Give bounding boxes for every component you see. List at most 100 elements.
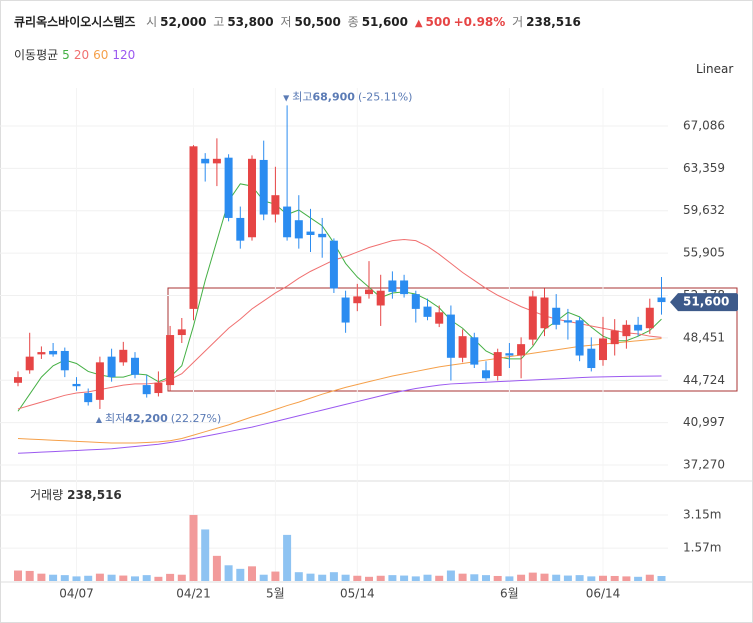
close: 51,600: [361, 15, 409, 29]
candle-body: [248, 158, 256, 238]
candle-body: [119, 349, 128, 363]
candle-body: [318, 233, 327, 238]
candle-body: [166, 335, 175, 386]
volume-label: 거: [512, 15, 524, 29]
header: 큐리옥스바이오시스템즈 시 52,000 고 53,800 저 50,500 종 51,…: [14, 13, 584, 30]
volume-bar: [563, 575, 572, 581]
ma-line: [17, 375, 662, 454]
x-tick-label: 04/21: [176, 587, 211, 601]
volume-bar: [271, 571, 280, 581]
volume-bar: [458, 573, 467, 581]
volume-bar: [49, 574, 58, 581]
volume-bar: [610, 575, 619, 581]
candle-body: [634, 324, 643, 331]
y-tick-label: 59,632: [683, 203, 725, 217]
ma-legend-entry[interactable]: 5: [62, 48, 70, 62]
volume-bar: [248, 566, 256, 581]
volume-bar: [622, 576, 631, 581]
candle-body: [25, 356, 34, 371]
candle-body: [622, 324, 631, 337]
candle-body: [400, 280, 409, 295]
candle-body: [95, 362, 104, 400]
ma-legend-entry[interactable]: 120: [112, 48, 136, 62]
volume-bar: [353, 575, 362, 581]
volume-bar: [493, 575, 502, 581]
candle-body: [294, 220, 303, 239]
candle-body: [131, 357, 139, 375]
close-label: 종: [347, 15, 359, 29]
volume-title-label: 거래량: [30, 488, 63, 502]
volume-last-label: 238,516: [67, 488, 122, 502]
y-tick-label: 67,086: [683, 118, 725, 132]
volume-bar: [575, 575, 584, 581]
last-price-label: 51,600: [683, 295, 729, 309]
x-tick-label: 6월: [500, 587, 519, 601]
high-label: 고: [213, 15, 225, 29]
candle-body: [60, 350, 69, 371]
volume-bar: [411, 576, 420, 581]
volume-title: 거래량 238,516: [30, 488, 122, 502]
candle-body: [177, 329, 186, 336]
high-marker-arrow: ▼: [283, 93, 290, 102]
volume-bar: [645, 574, 654, 581]
change-pct: +0.98%: [453, 15, 506, 29]
candle-body: [505, 353, 514, 356]
candle-body: [458, 336, 467, 358]
candle-body: [657, 297, 666, 303]
stock-name: 큐리옥스바이오시스템즈: [14, 15, 136, 29]
y-tick-label: 55,905: [683, 246, 725, 260]
volume-bar: [84, 575, 93, 581]
volume-bar: [189, 514, 198, 581]
candle-body: [353, 296, 362, 304]
volume-tick-label: 3.15m: [683, 507, 721, 521]
volume-bar: [599, 575, 607, 581]
volume-bar: [306, 573, 315, 581]
change-arrow: ▲: [414, 18, 423, 29]
volume-bar: [201, 529, 210, 581]
volume-bar: [446, 570, 455, 581]
candle-body: [517, 344, 526, 356]
low-marker: ▲ 최저42,200 (22.27%): [96, 412, 221, 425]
candle-body: [540, 297, 549, 329]
volume-bar: [470, 574, 479, 581]
candle-body: [201, 158, 210, 164]
candle-body: [575, 320, 584, 356]
volume-bar: [505, 576, 514, 581]
volume-bar: [259, 574, 268, 581]
volume-bar: [154, 576, 163, 581]
volume-tick-label: 1.57m: [683, 541, 721, 555]
volume-bar: [166, 573, 175, 581]
x-tick-label: 04/07: [59, 587, 94, 601]
volume-bar: [224, 565, 233, 581]
low: 50,500: [294, 15, 341, 29]
volume-bar: [657, 576, 666, 581]
candle-body: [587, 348, 596, 369]
volume-bar: [294, 572, 303, 581]
ma-legend: 이동평균 5 20 60 120: [14, 46, 139, 63]
high-marker-change: (-25.11%): [358, 90, 413, 103]
candle-body: [388, 280, 397, 292]
candle-body: [528, 296, 537, 340]
volume-bar: [72, 576, 81, 581]
volume-bar: [400, 575, 409, 581]
ma-line: [17, 239, 662, 410]
candle-body: [599, 338, 607, 361]
candle-body: [84, 393, 93, 403]
ma-legend-entry[interactable]: 60: [93, 48, 109, 62]
low-marker-change: (22.27%): [171, 412, 222, 425]
scale-toggle[interactable]: Linear: [696, 62, 734, 76]
volume-bar: [552, 574, 561, 581]
candle-body: [329, 240, 338, 289]
volume-bar: [329, 572, 338, 581]
ma-legend-entry[interactable]: 20: [73, 48, 90, 62]
volume-bar: [107, 574, 116, 581]
volume-bar: [388, 575, 397, 581]
volume-bar: [60, 575, 69, 581]
volume-bar: [142, 575, 151, 581]
candle-body: [224, 157, 233, 218]
candle-body: [14, 377, 22, 383]
candle-body: [72, 383, 81, 387]
ma-legend-title: 이동평균: [14, 48, 59, 62]
candle-body: [411, 294, 420, 309]
volume-bar: [517, 574, 526, 581]
